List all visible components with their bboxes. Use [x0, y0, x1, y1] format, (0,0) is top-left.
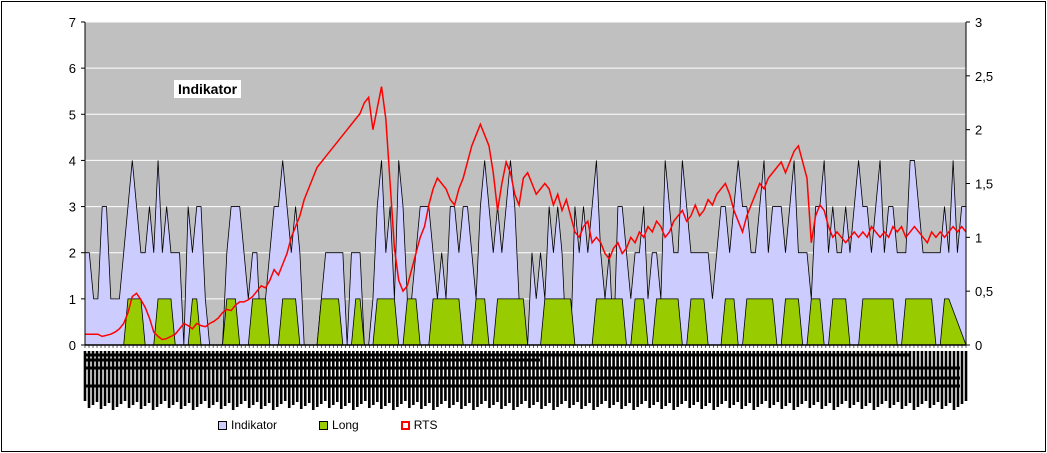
series-rts-line — [85, 86, 967, 341]
right-tick-label: 0,5 — [975, 284, 993, 299]
right-tick-label: 2,5 — [975, 69, 993, 84]
chart-inner-label: Indikator — [174, 80, 242, 98]
legend-label-rts: RTS — [413, 418, 438, 432]
right-tick-label: 1,5 — [975, 177, 993, 192]
left-tick-label: 7 — [69, 15, 76, 30]
x-axis-tick-labels — [83, 345, 968, 411]
legend-item-long: Long — [319, 418, 359, 432]
legend: Indikator Long RTS — [218, 417, 480, 433]
right-axis-ticks: 0 0,5 1 1,5 2 2,5 3 — [966, 15, 993, 353]
series-long-area — [85, 298, 967, 346]
right-tick-label: 1 — [975, 230, 982, 245]
left-tick-label: 5 — [69, 107, 76, 122]
legend-label-indikator: Indikator — [231, 418, 278, 432]
legend-swatch-long — [319, 420, 329, 430]
legend-swatch-rts — [400, 420, 410, 430]
left-axis-ticks: 0 1 2 3 4 5 6 7 — [69, 15, 85, 353]
legend-swatch-indikator — [218, 420, 227, 430]
right-tick-label: 2 — [975, 123, 982, 138]
legend-label-long: Long — [332, 418, 359, 432]
left-tick-label: 1 — [69, 292, 76, 307]
left-tick-label: 2 — [69, 246, 76, 261]
left-tick-label: 6 — [69, 61, 76, 76]
legend-item-indikator: Indikator — [218, 418, 277, 432]
right-tick-label: 3 — [975, 15, 982, 30]
right-tick-label: 0 — [975, 338, 982, 353]
legend-item-rts: RTS — [400, 418, 438, 432]
left-tick-label: 0 — [69, 338, 76, 353]
left-tick-label: 4 — [69, 153, 76, 168]
left-tick-label: 3 — [69, 200, 76, 215]
